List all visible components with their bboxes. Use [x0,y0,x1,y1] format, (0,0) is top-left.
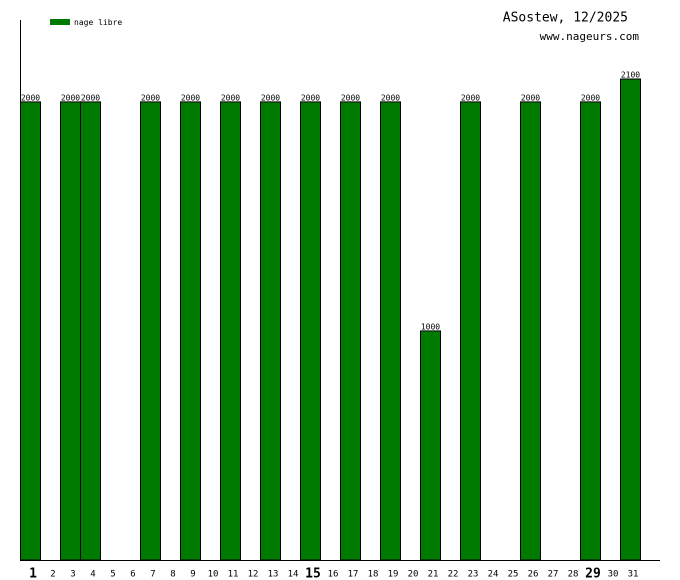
x-tick-label: 17 [348,570,359,580]
value-label: 2000 [221,93,240,102]
value-label: 2000 [181,93,200,102]
x-tick-label: 3 [70,570,75,580]
x-tick-label: 11 [228,570,239,580]
value-label: 2000 [261,93,280,102]
value-label: 2000 [141,93,160,102]
x-tick-label: 26 [528,570,539,580]
x-tick-label: 24 [488,570,499,580]
bar [580,101,601,561]
x-tick-label: 9 [190,570,195,580]
bar [140,101,161,561]
bar [460,101,481,561]
x-tick-label: 8 [170,570,175,580]
x-tick-label: 10 [208,570,219,580]
x-tick-label: 29 [585,567,601,580]
bar [620,78,641,561]
x-tick-label: 6 [130,570,135,580]
bar [340,101,361,561]
legend-label: nage libre [74,18,122,27]
bar [300,101,321,561]
bar [60,101,81,561]
bar [80,101,101,561]
chart-title: ASostew, 12/2025 [503,11,628,26]
x-tick-label: 27 [548,570,559,580]
chart-subtitle: www.nageurs.com [540,30,640,43]
bar [180,101,201,561]
x-tick-label: 7 [150,570,155,580]
bar [520,101,541,561]
value-label: 2000 [381,93,400,102]
x-tick-label: 30 [608,570,619,580]
value-label: 2000 [581,93,600,102]
x-tick-label: 22 [448,570,459,580]
x-tick-label: 16 [328,570,339,580]
value-label: 1000 [421,322,440,331]
x-tick-label: 21 [428,570,439,580]
bar [380,101,401,561]
x-tick-label: 14 [288,570,299,580]
value-label: 2000 [341,93,360,102]
value-label: 2000 [521,93,540,102]
bar [420,330,441,561]
x-tick-label: 19 [388,570,399,580]
bar [20,101,41,561]
x-tick-label: 15 [305,567,321,580]
legend-swatch [50,19,70,25]
value-label: 2100 [621,71,640,80]
x-tick-label: 2 [50,570,55,580]
x-tick-label: 20 [408,570,419,580]
bar [260,101,281,561]
value-label: 2000 [301,93,320,102]
x-tick-label: 1 [29,567,37,580]
value-label: 2000 [61,93,80,102]
x-tick-label: 23 [468,570,479,580]
x-tick-label: 25 [508,570,519,580]
x-tick-label: 18 [368,570,379,580]
x-tick-label: 5 [110,570,115,580]
x-tick-label: 13 [268,570,279,580]
value-label: 2000 [81,93,100,102]
value-label: 2000 [461,93,480,102]
bar [220,101,241,561]
x-tick-label: 28 [568,570,579,580]
value-label: 2000 [21,93,40,102]
x-tick-label: 12 [248,570,259,580]
x-tick-label: 4 [90,570,95,580]
x-tick-label: 31 [628,570,639,580]
